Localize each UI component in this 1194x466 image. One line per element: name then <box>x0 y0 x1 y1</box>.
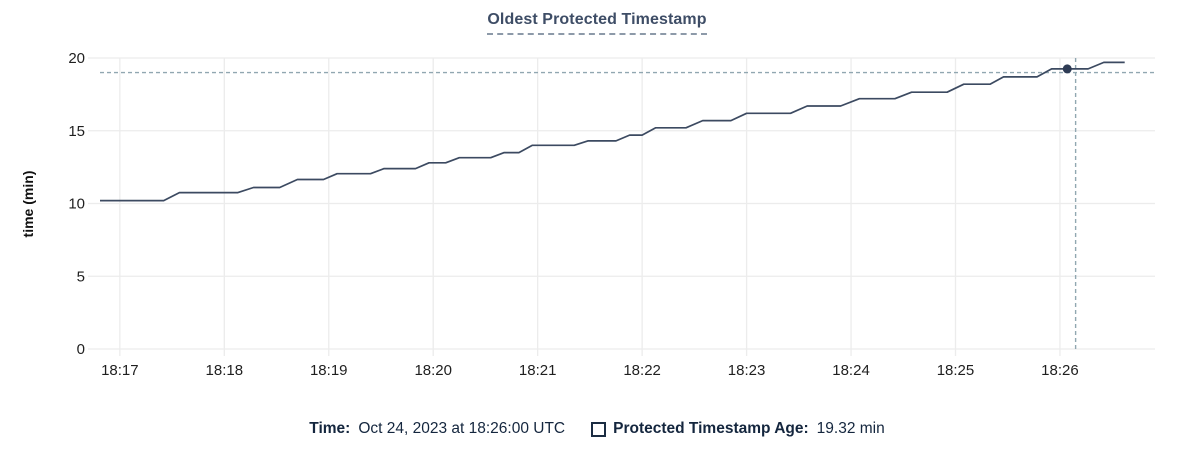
time-readout-label: Time: <box>309 420 351 437</box>
y-tick-label: 15 <box>68 123 85 140</box>
timeseries-chart[interactable]: 0 5 10 15 20 18:17 18:18 18:19 18:20 18:21 18:22 18… <box>0 0 1194 412</box>
x-tick-label: 18:25 <box>937 362 975 379</box>
x-tick-label: 18:19 <box>310 362 348 379</box>
hover-point-marker <box>1062 64 1072 74</box>
y-tick-label: 10 <box>68 196 85 213</box>
x-tick-label: 18:17 <box>101 362 139 379</box>
x-tick-label: 18:18 <box>206 362 244 379</box>
chart-title[interactable]: Oldest Protected Timestamp <box>487 11 707 35</box>
x-tick-label: 18:23 <box>728 362 766 379</box>
chart-title-row: Oldest Protected Timestamp <box>0 11 1194 35</box>
y-tick-label: 0 <box>77 341 85 358</box>
time-readout-value: Oct 24, 2023 at 18:26:00 UTC <box>358 420 566 437</box>
series-line-protected-timestamp-age[interactable] <box>100 61 1125 202</box>
series-readout-value: 19.32 min <box>816 420 885 437</box>
y-tick-label: 20 <box>68 50 85 67</box>
y-axis-title: time (min) <box>20 171 36 238</box>
y-tick-label: 5 <box>77 268 85 285</box>
x-tick-label: 18:22 <box>623 362 661 379</box>
x-tick-label: 18:20 <box>414 362 452 379</box>
x-tick-label: 18:21 <box>519 362 557 379</box>
x-tick-label: 18:24 <box>832 362 870 379</box>
hover-readout-row: Time: Oct 24, 2023 at 18:26:00 UTC Prote… <box>0 420 1194 438</box>
series-legend-swatch-icon[interactable] <box>591 421 607 437</box>
x-tick-label: 18:26 <box>1041 362 1079 379</box>
series-readout-label: Protected Timestamp Age: <box>613 420 809 437</box>
